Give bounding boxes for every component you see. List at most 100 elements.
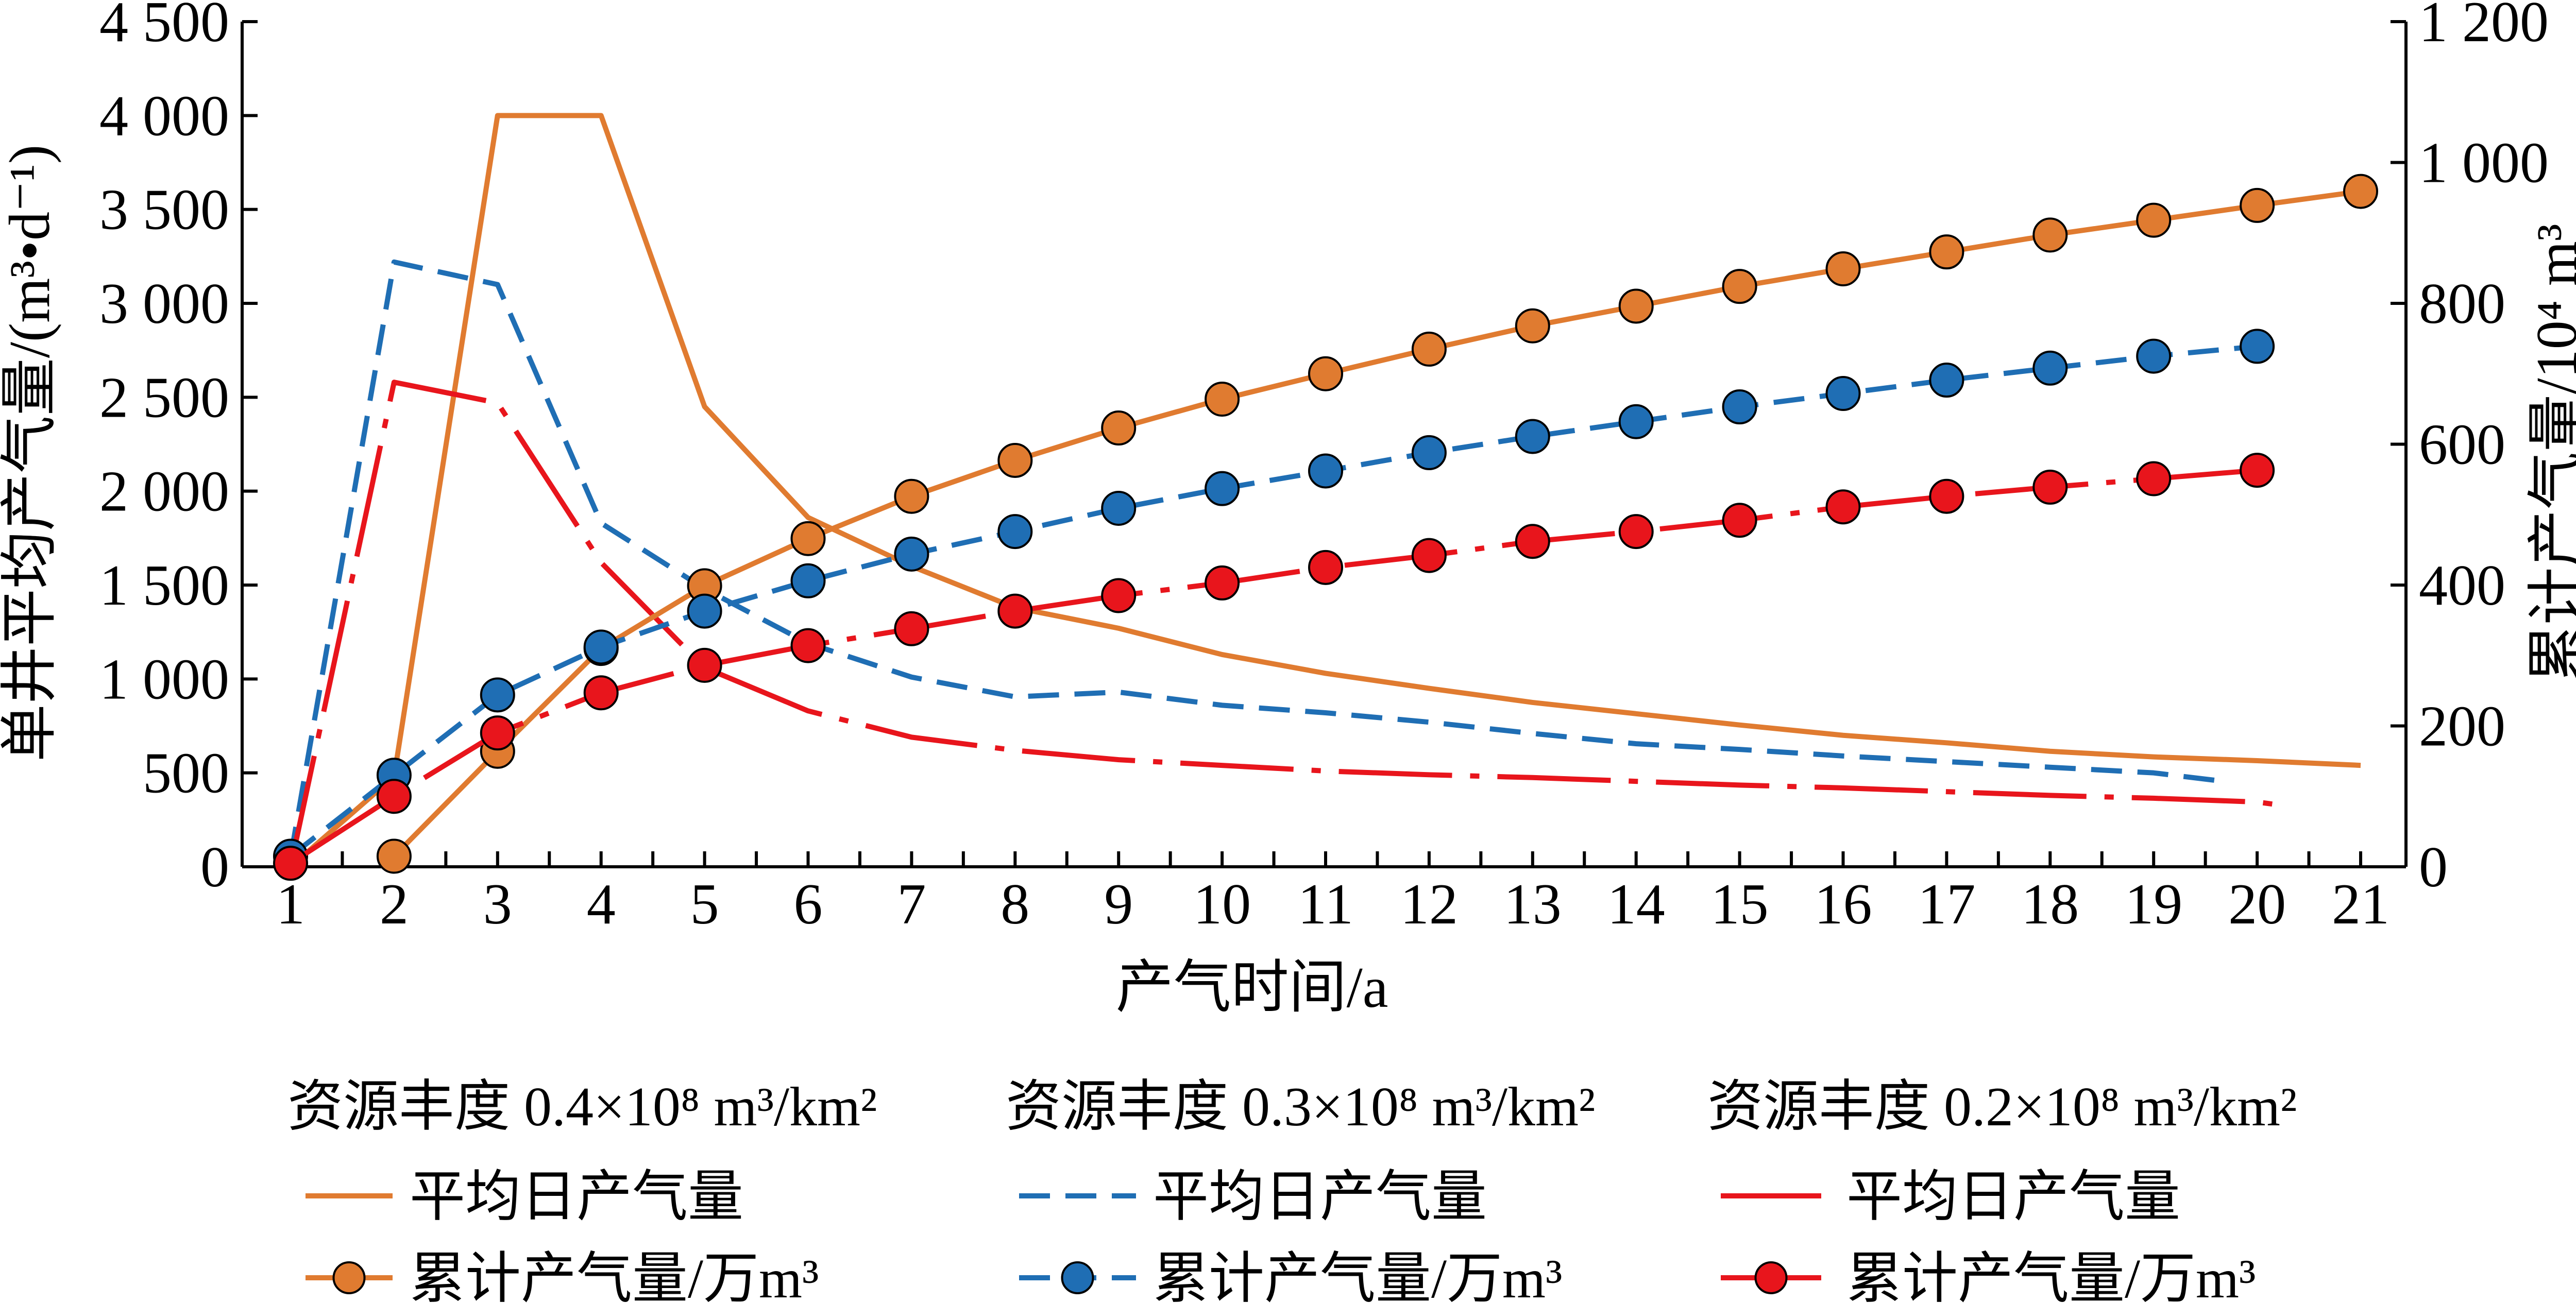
- y-right-tick-label: 800: [2419, 272, 2505, 336]
- data-point: [1825, 489, 1861, 525]
- data-point: [1825, 251, 1861, 286]
- y-right-tick-label: 0: [2419, 835, 2448, 899]
- y-left-tick-label: 3 000: [99, 272, 229, 336]
- data-point: [1929, 363, 1964, 398]
- y-left-tick-label: 500: [143, 742, 229, 805]
- x-tick-label: 8: [1001, 872, 1029, 936]
- series-line-1: [392, 188, 2361, 858]
- data-point: [1515, 308, 1550, 344]
- data-point: [2343, 174, 2378, 209]
- data-point: [1205, 471, 1240, 506]
- y-right-tick-label: 1 000: [2419, 131, 2549, 195]
- data-point: [1101, 490, 1137, 526]
- legend-marker-swatch: [332, 1261, 366, 1294]
- legend-entry-label: 平均日产气量: [410, 1167, 743, 1228]
- data-point: [1825, 376, 1861, 412]
- x-tick-label: 3: [483, 872, 512, 936]
- data-point: [1205, 565, 1240, 601]
- y-right-tick-label: 400: [2419, 554, 2505, 618]
- y-left-tick-label: 4 500: [99, 0, 229, 54]
- series-line-3: [289, 344, 2258, 859]
- axes: 0 500 1 000 1 500 2 000 2 500 3 000 3 500 4 000 4…: [99, 0, 2549, 936]
- y-left-tick-label: 4 000: [99, 84, 229, 148]
- x-tick-label: 20: [2228, 872, 2286, 936]
- y-left-tick-label: 0: [200, 835, 229, 899]
- data-point: [583, 675, 619, 711]
- data-point: [1618, 404, 1654, 439]
- data-point: [894, 611, 929, 646]
- data-point: [1101, 410, 1137, 446]
- data-point: [1515, 419, 1550, 454]
- legend-marker-swatch: [1061, 1261, 1094, 1294]
- data-point: [2240, 453, 2275, 488]
- legend-marker-swatch: [1754, 1261, 1788, 1294]
- data-point: [2240, 329, 2275, 364]
- data-point: [1515, 524, 1550, 559]
- data-point: [480, 715, 515, 751]
- data-point: [2136, 338, 2172, 374]
- data-point: [480, 677, 515, 713]
- data-point: [273, 846, 308, 881]
- x-tick-label: 1: [276, 872, 305, 936]
- legend-entry-label: 累计产气量/万m³: [1846, 1248, 2256, 1303]
- x-tick-label: 18: [2021, 872, 2079, 936]
- x-tick-label: 7: [897, 872, 926, 936]
- legend-entry-label: 累计产气量/万m³: [410, 1248, 819, 1303]
- x-tick-label: 11: [1298, 872, 1353, 936]
- y-axis-right-title: 累计产气量/10⁴ m³: [2525, 224, 2576, 683]
- y-left-tick-label: 2 500: [99, 366, 229, 430]
- legend-entry-label: 平均日产气量: [1153, 1167, 1487, 1228]
- data-point: [1618, 514, 1654, 550]
- x-tick-label: 19: [2125, 872, 2182, 936]
- data-point: [2136, 461, 2172, 496]
- data-point: [2032, 217, 2068, 253]
- y-right-tick-label: 1 200: [2419, 0, 2549, 54]
- data-point: [1308, 356, 1343, 391]
- data-point: [687, 593, 722, 629]
- legend-group-title: 资源丰度 0.4×10⁸ m³/km²: [287, 1076, 877, 1138]
- data-point: [2240, 187, 2275, 223]
- data-point: [2032, 350, 2068, 386]
- legend-entry-label: 平均日产气量: [1846, 1167, 2180, 1228]
- data-point: [1722, 389, 1757, 425]
- x-tick-label: 15: [1711, 872, 1769, 936]
- data-point: [376, 779, 412, 814]
- y-left-tick-label: 3 500: [99, 178, 229, 242]
- x-tick-label: 13: [1504, 872, 1562, 936]
- data-point: [1308, 453, 1343, 489]
- x-tick-label: 9: [1104, 872, 1133, 936]
- legend-group-title: 资源丰度 0.2×10⁸ m³/km²: [1707, 1076, 2297, 1138]
- data-point: [997, 593, 1033, 629]
- data-point: [790, 563, 826, 598]
- y-right-tick-label: 200: [2419, 695, 2505, 759]
- x-tick-label: 2: [380, 872, 409, 936]
- data-point: [790, 628, 826, 663]
- data-point: [1722, 269, 1757, 304]
- data-point: [1101, 578, 1137, 613]
- x-tick-label: 5: [690, 872, 719, 936]
- y-left-tick-label: 2 000: [99, 460, 229, 524]
- x-tick-label: 6: [794, 872, 823, 936]
- data-point: [1618, 288, 1654, 324]
- data-point: [894, 536, 929, 572]
- data-point: [1929, 234, 1964, 270]
- y-right-tick-label: 600: [2419, 413, 2505, 477]
- x-tick-label: 21: [2332, 872, 2389, 936]
- series-layer: [273, 113, 2378, 881]
- series-line-2: [288, 259, 2216, 858]
- series-line-4: [288, 380, 2278, 868]
- data-point: [1411, 331, 1447, 367]
- data-point: [997, 442, 1033, 478]
- x-tick-label: 12: [1400, 872, 1458, 936]
- x-tick-label: 17: [1918, 872, 1975, 936]
- y-left-tick-label: 1 000: [99, 647, 229, 711]
- data-point: [790, 521, 826, 556]
- x-axis-title: 产气时间/a: [1116, 956, 1388, 1020]
- series-line-0: [289, 113, 2361, 869]
- x-tick-label: 10: [1193, 872, 1251, 936]
- data-point: [583, 629, 619, 665]
- data-point: [1205, 381, 1240, 417]
- legend-group-title: 资源丰度 0.3×10⁸ m³/km²: [1006, 1076, 1595, 1138]
